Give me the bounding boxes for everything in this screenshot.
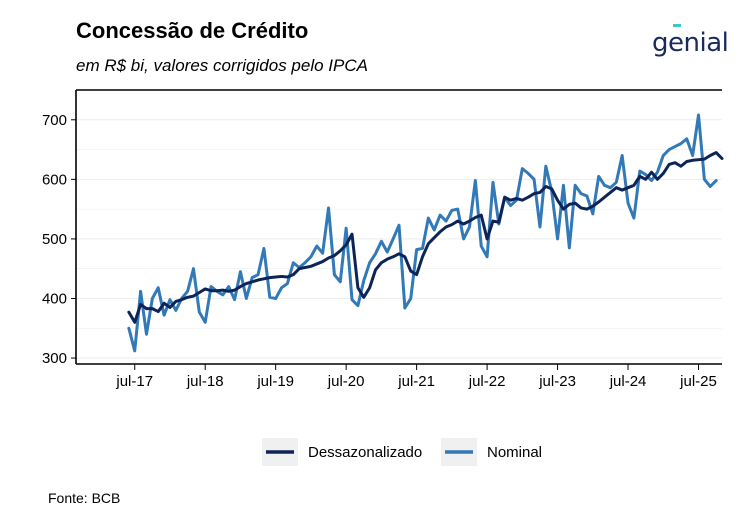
logo-accent-mark — [673, 24, 681, 27]
series-lines — [127, 113, 724, 353]
x-tick-label: jul-22 — [468, 373, 506, 390]
legend-label: Dessazonalizado — [308, 444, 422, 461]
y-tick-label: 300 — [42, 350, 67, 367]
axes: 300 400 500 600 700 jul-17 jul-18 jul-19 jul-20 j… — [42, 89, 722, 390]
series-line-0 — [127, 151, 724, 324]
x-tick-label: jul-18 — [186, 373, 224, 390]
legend-label: Nominal — [487, 444, 542, 461]
series-line-1 — [127, 113, 718, 353]
y-tick-label: 700 — [42, 112, 67, 129]
x-tick-label: jul-17 — [115, 373, 153, 390]
x-tick-label: jul-19 — [256, 373, 294, 390]
y-tick-label: 600 — [42, 171, 67, 188]
source-note: Fonte: BCB — [48, 490, 121, 506]
legend: Dessazonalizado Nominal — [262, 438, 542, 466]
x-tick-label: jul-25 — [679, 373, 717, 390]
x-tick-label: jul-21 — [397, 373, 435, 390]
x-tick-label: jul-24 — [609, 373, 647, 390]
y-tick-label: 500 — [42, 231, 67, 248]
brand-logo: genial — [652, 28, 729, 58]
x-tick-label: jul-23 — [538, 373, 576, 390]
x-tick-label: jul-20 — [327, 373, 365, 390]
chart-subtitle: em R$ bi, valores corrigidos pelo IPCA — [76, 56, 368, 75]
y-tick-label: 400 — [42, 290, 67, 307]
chart-title: Concessão de Crédito — [76, 18, 309, 43]
